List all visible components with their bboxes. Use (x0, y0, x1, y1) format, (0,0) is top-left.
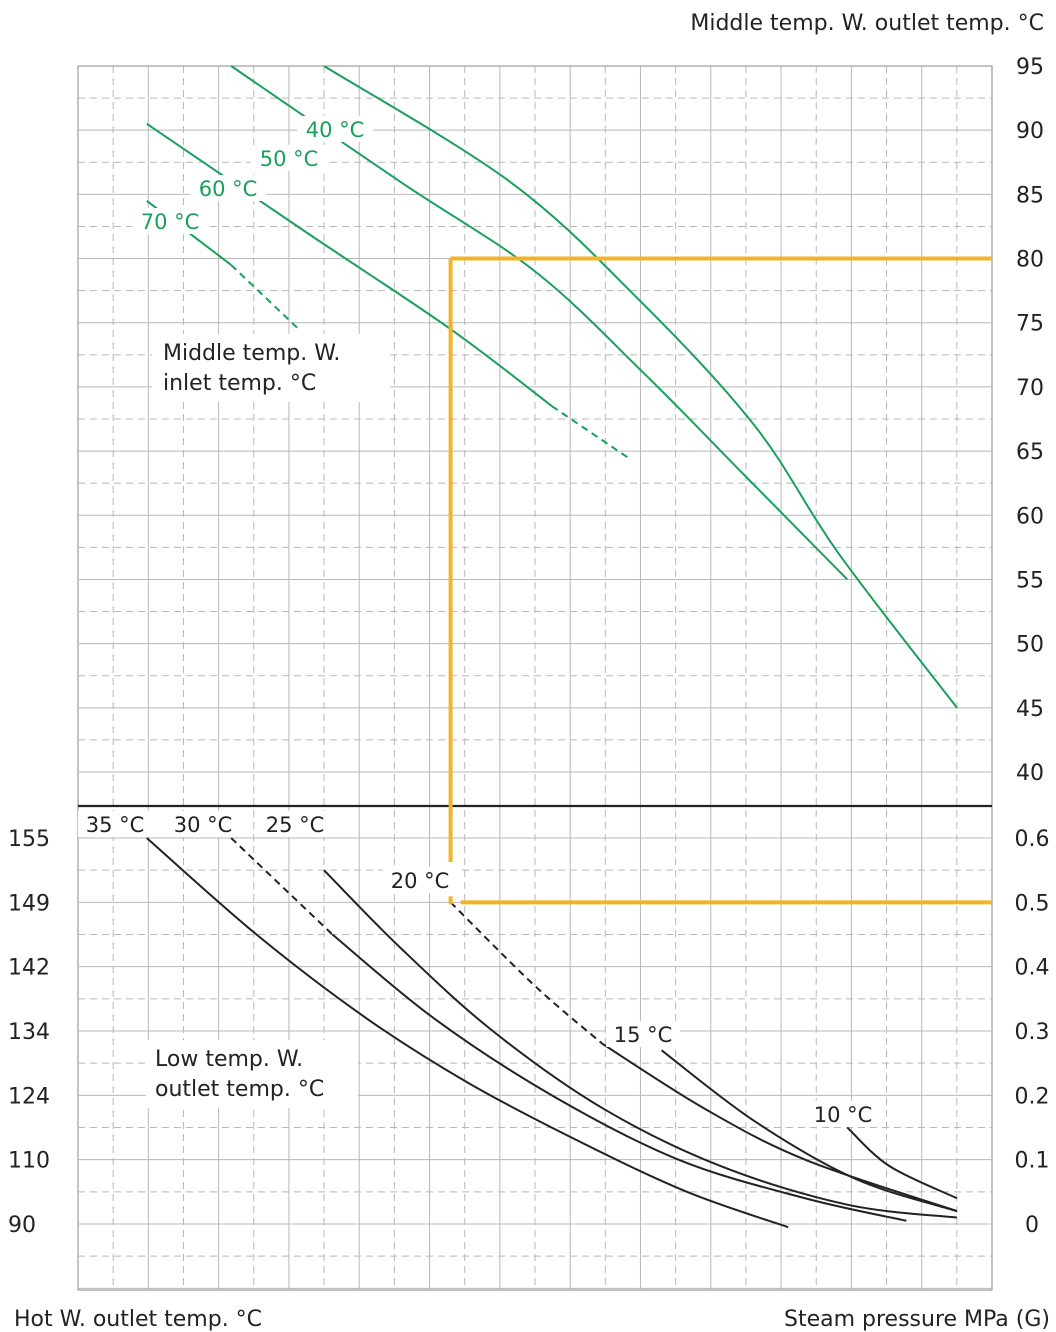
tick-label-right-bottom: 0 (1025, 1213, 1039, 1238)
series-label-bg (383, 867, 457, 893)
tick-label-left-bottom: 134 (8, 1020, 50, 1045)
tick-label-right-top: 40 (1016, 761, 1044, 786)
tick-label-right-top: 65 (1016, 440, 1044, 465)
tick-label-left-bottom: 142 (8, 956, 50, 981)
tick-label-right-top: 95 (1016, 55, 1044, 80)
series-top-50C-line (230, 65, 848, 581)
series-label-bg (190, 175, 266, 201)
series-label-bottom: 25 °C (266, 813, 325, 837)
series-bottom-15C-line (660, 1049, 958, 1213)
series-label-bg (806, 1101, 880, 1127)
tick-label-right-top: 75 (1016, 312, 1044, 337)
series-bottom-20C-line (601, 1043, 958, 1213)
series-bottom-25C-line (323, 869, 958, 1219)
series-label-bg (132, 208, 208, 234)
series-label-top: 50 °C (260, 147, 319, 171)
note-top: Middle temp. W. (163, 341, 340, 366)
series-label-bottom: 10 °C (814, 1103, 873, 1127)
note-bottom: outlet temp. °C (155, 1077, 324, 1102)
series-bottom-10C-line (846, 1126, 958, 1200)
series-group (146, 65, 958, 1229)
series-label-bg (251, 145, 327, 171)
tick-label-right-bottom: 0.5 (1015, 891, 1050, 916)
tick-label-right-top: 55 (1016, 568, 1044, 593)
tick-label-right-bottom: 0.4 (1015, 956, 1050, 981)
series-label-bg (166, 811, 240, 837)
tick-label-right-top: 85 (1016, 183, 1044, 208)
series-label-bg (606, 1021, 680, 1047)
tick-label-right-top: 60 (1016, 504, 1044, 529)
note-bg-top (152, 334, 390, 402)
series-label-bottom: 35 °C (86, 813, 145, 837)
series-top-40C-line (323, 65, 958, 709)
note-top: inlet temp. °C (163, 371, 316, 396)
tick-label-right-top: 70 (1016, 376, 1044, 401)
series-bottom-20C-dashed-line (449, 901, 604, 1045)
tick-label-left-bottom: 110 (8, 1149, 50, 1174)
tick-label-right-bottom: 0.2 (1015, 1084, 1050, 1109)
tick-label-left-bottom: 155 (8, 827, 50, 852)
tick-label-left-bottom: 149 (8, 891, 50, 916)
tick-label-left-bottom: 124 (8, 1084, 50, 1109)
series-top-60C-line (146, 122, 553, 407)
series-label-bg (78, 811, 152, 837)
series-top-60C-dashed-line (551, 405, 629, 459)
series-bottom-35C-line (146, 837, 789, 1229)
bottom-left-title: Hot W. outlet temp. °C (14, 1307, 262, 1332)
series-label-bottom: 30 °C (174, 813, 233, 837)
example-path (448, 256, 992, 905)
note-bg-bottom (146, 1040, 358, 1108)
tick-label-right-top: 45 (1016, 697, 1044, 722)
tick-label-right-bottom: 0.3 (1015, 1020, 1050, 1045)
series-label-bottom: 20 °C (391, 869, 450, 893)
tick-label-right-top: 90 (1016, 119, 1044, 144)
series-label-bg (297, 116, 373, 142)
tick-label-right-top: 50 (1016, 633, 1044, 658)
note-bottom: Low temp. W. (155, 1047, 303, 1072)
series-bottom-30C-dashed-line (230, 837, 334, 936)
tick-label-left-bottom: 90 (8, 1213, 36, 1238)
labels-group: Middle temp. W. outlet temp. °C Hot W. o… (8, 11, 1050, 1332)
series-top-70C-dashed-line (230, 264, 300, 330)
tick-label-right-top: 80 (1016, 248, 1044, 273)
series-label-top: 40 °C (306, 118, 365, 142)
series-label-bottom: 15 °C (614, 1023, 673, 1047)
series-label-bg (258, 811, 332, 837)
tick-label-right-bottom: 0.6 (1015, 827, 1050, 852)
bottom-right-title: Steam pressure MPa (G) (784, 1307, 1050, 1332)
tick-label-right-bottom: 0.1 (1015, 1149, 1050, 1174)
series-label-top: 60 °C (199, 177, 258, 201)
series-label-top: 70 °C (141, 210, 200, 234)
series-bottom-30C-line (331, 933, 907, 1222)
top-right-title: Middle temp. W. outlet temp. °C (690, 11, 1044, 36)
